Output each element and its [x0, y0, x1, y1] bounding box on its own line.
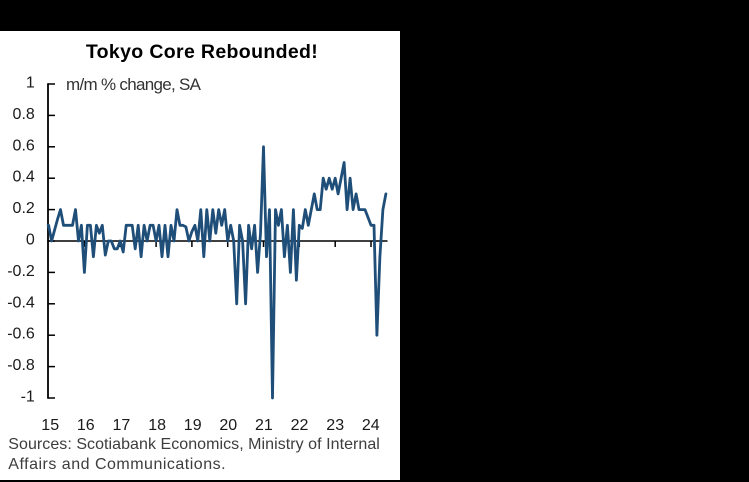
- svg-text:18: 18: [148, 417, 166, 434]
- svg-text:17: 17: [113, 417, 131, 434]
- svg-text:-0.6: -0.6: [7, 326, 35, 343]
- svg-text:0.6: 0.6: [13, 137, 35, 154]
- svg-text:Affairs and Communications.: Affairs and Communications.: [8, 456, 226, 473]
- svg-text:0.4: 0.4: [13, 169, 35, 186]
- svg-text:24: 24: [362, 417, 380, 434]
- svg-text:15: 15: [41, 417, 59, 434]
- svg-text:m/m % change, SA: m/m % change, SA: [66, 75, 202, 94]
- svg-text:19: 19: [184, 417, 202, 434]
- svg-text:0.8: 0.8: [13, 106, 35, 123]
- svg-text:Tokyo Core Rebounded!: Tokyo Core Rebounded!: [86, 41, 318, 63]
- svg-text:-0.8: -0.8: [7, 357, 35, 374]
- svg-text:-0.4: -0.4: [7, 294, 35, 311]
- svg-text:0: 0: [26, 232, 35, 249]
- svg-text:23: 23: [326, 417, 344, 434]
- svg-text:0.2: 0.2: [13, 200, 35, 217]
- svg-text:-1: -1: [21, 389, 35, 406]
- svg-text:16: 16: [77, 417, 95, 434]
- svg-text:1: 1: [26, 75, 35, 92]
- svg-text:Sources: Scotiabank Economics,: Sources: Scotiabank Economics, Ministry …: [8, 436, 380, 453]
- svg-text:21: 21: [255, 417, 273, 434]
- svg-text:20: 20: [219, 417, 237, 434]
- svg-text:22: 22: [291, 417, 309, 434]
- svg-text:-0.2: -0.2: [7, 263, 35, 280]
